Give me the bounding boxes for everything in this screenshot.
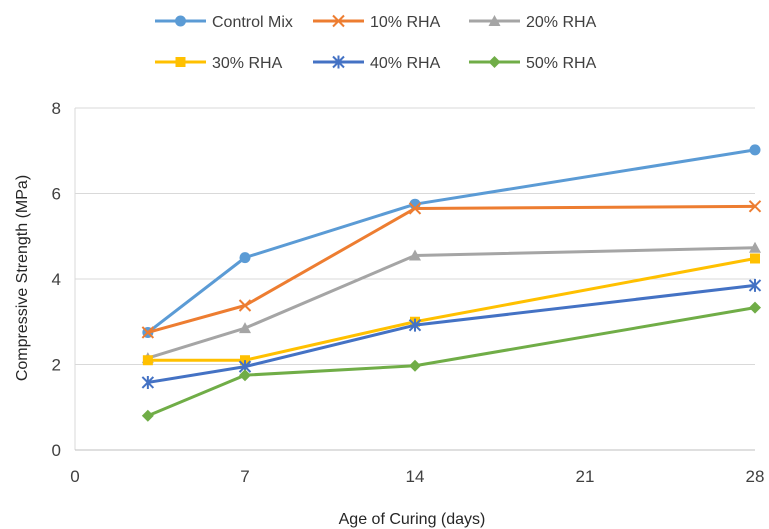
legend-label: 10% RHA — [370, 14, 441, 31]
data-point — [409, 249, 421, 261]
series-lines — [141, 144, 762, 422]
legend-item: 40% RHA — [313, 55, 441, 72]
x-tick-label: 21 — [576, 467, 595, 486]
y-tick-label: 0 — [52, 441, 61, 460]
legend-item: Control Mix — [155, 14, 293, 31]
legend-marker — [175, 15, 186, 27]
data-point — [749, 301, 761, 314]
series-10-rha — [141, 200, 762, 339]
legend-label: 50% RHA — [526, 55, 597, 72]
legend-item: 20% RHA — [469, 14, 597, 31]
legend-marker — [332, 55, 345, 69]
series-50-rha — [141, 301, 761, 422]
series-line — [146, 256, 757, 362]
legend-item: 30% RHA — [155, 55, 283, 72]
data-point — [142, 355, 153, 366]
data-point — [749, 241, 761, 253]
legend-item: 10% RHA — [313, 14, 441, 31]
y-tick-label: 2 — [52, 356, 61, 375]
legend-label: 40% RHA — [370, 55, 441, 72]
x-tick-label: 0 — [70, 467, 79, 486]
data-point — [141, 326, 155, 339]
legend-marker — [332, 14, 345, 28]
data-point — [748, 200, 762, 213]
series-line — [146, 306, 757, 418]
y-tick-label: 4 — [52, 270, 61, 289]
series-line — [146, 283, 757, 384]
data-point — [141, 375, 155, 389]
y-tick-labels: 0 2 4 6 8 — [52, 99, 61, 460]
legend-label: 30% RHA — [212, 55, 283, 72]
series-line — [146, 204, 757, 334]
y-axis-title: Compressive Strength (MPa) — [14, 175, 31, 381]
data-point — [239, 369, 251, 382]
series-line — [146, 148, 757, 334]
data-point — [408, 318, 422, 332]
data-point — [408, 202, 422, 215]
legend-marker — [488, 56, 501, 68]
data-point — [239, 322, 251, 334]
data-point — [749, 144, 761, 156]
series-line — [146, 246, 757, 360]
x-tick-label: 14 — [406, 467, 425, 486]
x-axis-title: Age of Curing (days) — [339, 511, 486, 528]
x-tick-label: 7 — [240, 467, 249, 486]
series-20-rha — [141, 241, 761, 364]
legend: Control Mix 10% RHA 20% RHA 30% RHA 40% RHA 5… — [155, 14, 597, 72]
data-point — [239, 252, 251, 264]
x-tick-labels: 0 7 14 21 28 — [70, 467, 764, 486]
data-point — [141, 409, 154, 422]
data-point — [750, 253, 760, 264]
legend-item: 50% RHA — [469, 55, 597, 72]
data-point — [409, 359, 421, 372]
x-tick-label: 28 — [746, 467, 765, 486]
data-point — [238, 299, 252, 312]
y-tick-label: 8 — [52, 99, 61, 118]
y-tick-label: 6 — [52, 185, 61, 204]
legend-label: Control Mix — [212, 14, 293, 31]
legend-label: 20% RHA — [526, 14, 597, 31]
legend-marker — [488, 15, 501, 26]
data-point — [748, 278, 762, 292]
series-control-mix — [142, 144, 761, 338]
series-40-rha — [141, 278, 762, 389]
legend-marker — [175, 57, 186, 67]
axes — [74, 108, 755, 451]
